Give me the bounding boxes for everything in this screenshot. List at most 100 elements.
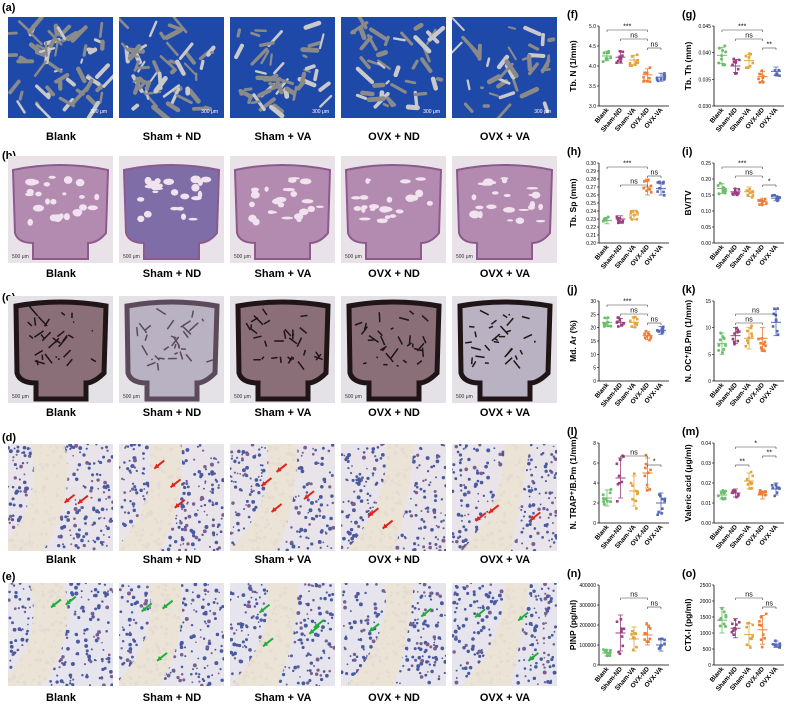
- data-point: [758, 81, 762, 84]
- y-tick-label: 3.5: [589, 84, 596, 90]
- data-point: [763, 340, 767, 344]
- data-point: [649, 184, 653, 188]
- data-point: [733, 332, 736, 335]
- data-point: [643, 180, 646, 183]
- y-tick-label: 0.26: [586, 193, 596, 199]
- data-point: [646, 179, 650, 182]
- data-point: [745, 189, 749, 192]
- data-point: [609, 487, 613, 491]
- y-tick-label: 6: [593, 461, 596, 467]
- data-point: [732, 193, 735, 196]
- data-point: [618, 652, 622, 656]
- data-point: [647, 640, 650, 643]
- panel-letter: (h): [567, 146, 581, 158]
- scale-bar-label: 500 μm: [123, 254, 140, 260]
- data-point: [750, 324, 753, 328]
- panel-letter: (n): [567, 568, 581, 580]
- data-point: [721, 49, 725, 53]
- data-point: [601, 493, 605, 497]
- data-point: [744, 66, 748, 69]
- group-caption: OVX + VA: [479, 554, 531, 566]
- data-point: [644, 453, 648, 457]
- y-tick-label: 1000: [700, 631, 711, 637]
- group-caption: OVX + ND: [368, 407, 420, 419]
- scale-bar-label: 500 μm: [234, 394, 251, 400]
- data-point: [733, 342, 736, 346]
- data-point: [775, 73, 778, 77]
- significance-label: **: [767, 450, 773, 457]
- data-point: [759, 199, 763, 202]
- data-point: [608, 491, 612, 495]
- y-tick-label: 1500: [700, 615, 711, 621]
- panel-letter: (j): [567, 284, 578, 296]
- data-point: [609, 324, 613, 328]
- significance-label: ns: [766, 601, 774, 608]
- scale-bar-label: 500 μm: [12, 394, 29, 400]
- data-point: [746, 483, 750, 486]
- data-point: [608, 648, 612, 652]
- data-point: [723, 44, 727, 48]
- data-point: [645, 489, 649, 492]
- rowD-image-1: [8, 444, 113, 551]
- data-point: [722, 491, 726, 495]
- panel-letter: (f): [567, 9, 578, 21]
- data-point: [759, 616, 763, 619]
- data-point: [642, 76, 645, 79]
- data-point: [661, 330, 665, 334]
- data-point: [644, 329, 648, 333]
- group-caption: Blank: [46, 554, 76, 566]
- data-point: [649, 335, 653, 338]
- group-caption: OVX + VA: [479, 268, 531, 280]
- data-point: [644, 462, 648, 466]
- data-point: [732, 57, 736, 61]
- y-tick-label: 0.28: [586, 177, 596, 183]
- group-caption: Sham + VA: [254, 131, 312, 143]
- data-point: [778, 74, 781, 78]
- significance-label: ***: [623, 299, 631, 306]
- rowB-image-5: 500 μm: [452, 156, 557, 263]
- data-point: [724, 613, 728, 617]
- y-axis-label: N. OC⁺/B.Pm (1/mm): [683, 300, 693, 383]
- data-point: [721, 190, 725, 194]
- rowC-image-5: 500 μm: [452, 296, 557, 403]
- panel-letter: (o): [682, 568, 696, 580]
- rowD-image-5: [452, 444, 557, 551]
- data-point: [620, 627, 623, 630]
- y-tick-label: 8: [593, 441, 596, 447]
- data-point: [661, 182, 665, 185]
- y-tick-label: 0: [593, 379, 596, 385]
- data-point: [776, 198, 780, 201]
- data-point: [758, 623, 761, 627]
- significance-label: ***: [623, 24, 631, 31]
- group-caption: Sham + ND: [142, 407, 202, 419]
- panel-letter: (g): [682, 9, 696, 21]
- group-caption: Sham + VA: [254, 554, 312, 566]
- significance-label: ns: [745, 33, 753, 40]
- data-point: [718, 338, 722, 342]
- data-point: [736, 339, 740, 343]
- data-point: [735, 623, 738, 626]
- y-tick-label: 0.04: [701, 441, 711, 447]
- data-point: [631, 636, 635, 639]
- data-point: [717, 192, 721, 196]
- y-tick-label: 4.5: [589, 44, 596, 50]
- y-tick-label: 0.02: [701, 481, 711, 487]
- data-point: [649, 468, 652, 472]
- data-point: [602, 324, 606, 328]
- y-tick-label: 0.040: [698, 51, 711, 57]
- group-caption: Sham + ND: [142, 268, 202, 280]
- data-point: [634, 499, 638, 503]
- significance-label: ns: [745, 170, 753, 177]
- data-point: [775, 196, 779, 199]
- data-point: [737, 188, 741, 191]
- significance-label: *: [653, 459, 656, 466]
- y-axis-label: N. TRAP⁺/B.Pm (1/mm): [568, 436, 578, 529]
- significance-label: ns: [651, 42, 659, 49]
- data-point: [736, 328, 739, 332]
- data-point: [620, 635, 624, 638]
- data-point: [621, 219, 625, 223]
- data-point: [778, 642, 782, 645]
- rowA-image-2: 300 μm: [119, 17, 224, 118]
- panel-letter: (m): [682, 426, 699, 438]
- chart-k: (k)N. OC⁺/B.Pm (1/mm) 051015BlankSham-NDS…: [682, 284, 784, 409]
